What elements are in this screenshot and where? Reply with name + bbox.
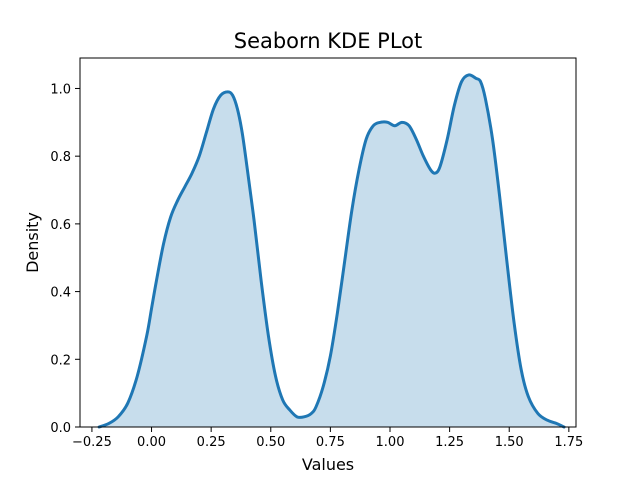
y-tick-label: 0.0 <box>50 421 71 436</box>
x-axis: −0.25 0.00 0.25 0.50 0.75 1.00 1.25 1.50 1.75 <box>72 427 583 450</box>
density-fill-area <box>99 74 565 428</box>
plot-frame <box>79 57 577 428</box>
x-tick-label: 0.00 <box>137 435 166 450</box>
x-tick-label: 1.50 <box>495 435 524 450</box>
density-line <box>97 73 566 429</box>
y-axis: 0.0 0.2 0.4 0.6 0.8 1.0 <box>50 82 80 436</box>
x-tick-label: 0.25 <box>197 435 226 450</box>
y-tick-label: 1.0 <box>50 82 71 97</box>
y-tick-label: 0.4 <box>50 286 71 301</box>
chart-title: Seaborn KDE PLot <box>234 29 423 53</box>
x-tick-label: 1.00 <box>376 435 405 450</box>
x-tick-label: −0.25 <box>72 435 112 450</box>
y-axis-label: Density <box>23 212 42 273</box>
plot-area <box>97 73 566 429</box>
x-axis-label: Values <box>302 455 354 474</box>
x-tick-label: 1.25 <box>435 435 464 450</box>
x-tick-label: 1.75 <box>554 435 583 450</box>
y-tick-label: 0.6 <box>50 218 71 233</box>
x-tick-label: 0.50 <box>256 435 285 450</box>
y-tick-label: 0.2 <box>50 353 71 368</box>
y-tick-label: 0.8 <box>50 150 71 165</box>
x-tick-label: 0.75 <box>316 435 345 450</box>
